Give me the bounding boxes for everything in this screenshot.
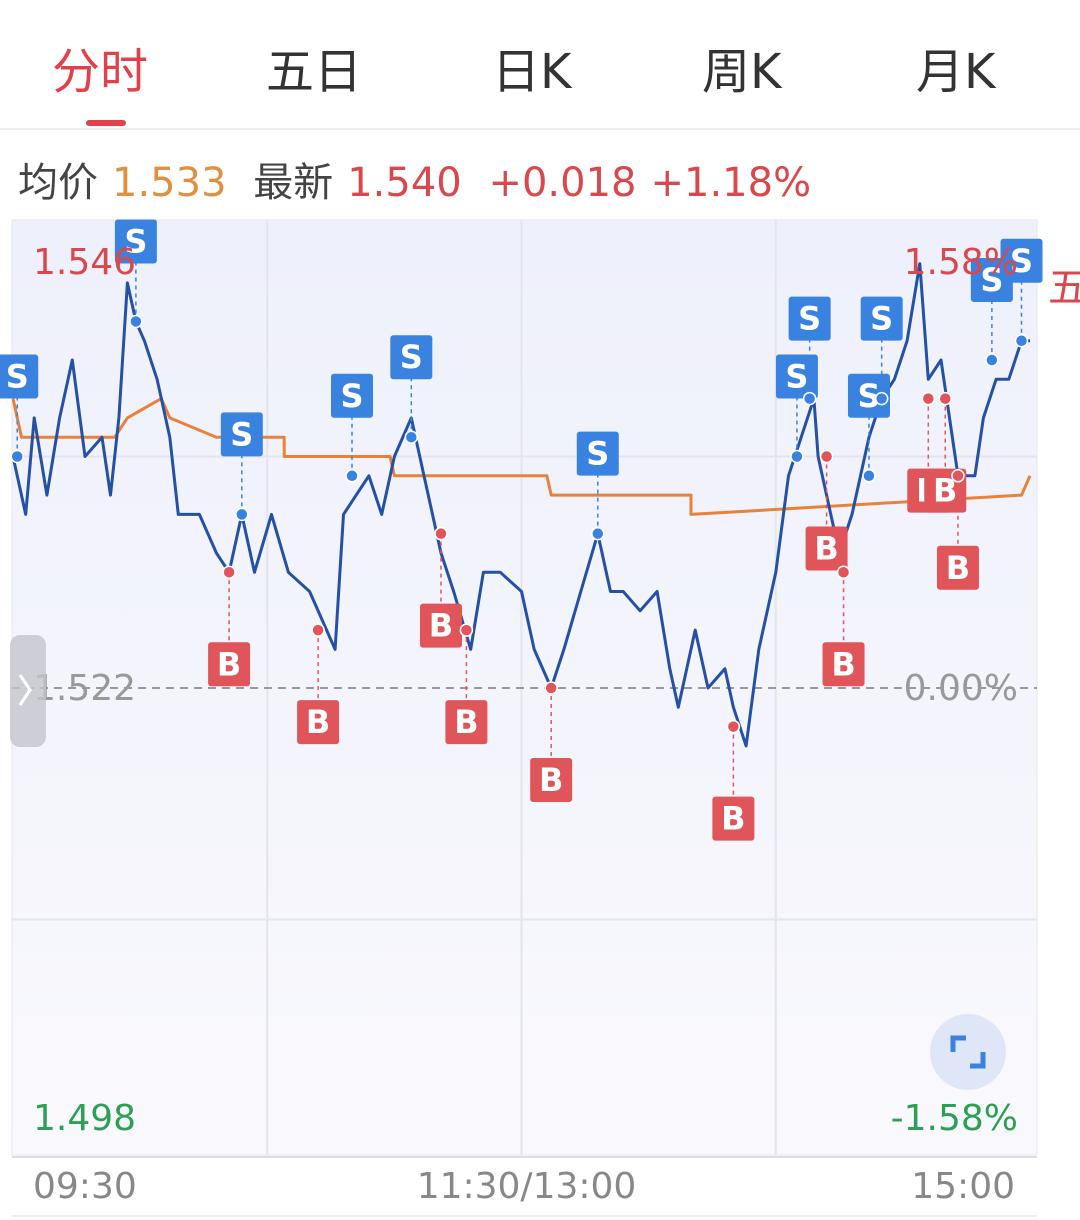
- signal-dot: [10, 449, 24, 464]
- signal-side: B: [831, 645, 855, 683]
- signal-badge: [530, 758, 573, 802]
- signal-side: S: [980, 261, 1003, 299]
- tab-indicator: [86, 120, 126, 126]
- x-tick-label: 09:30: [33, 1166, 137, 1207]
- signal-badge: [114, 219, 157, 264]
- y-tick-label: 1.498: [33, 1098, 136, 1139]
- change-pct: +1.18%: [650, 160, 812, 206]
- signal-badge: [445, 700, 488, 745]
- signal-dot: [938, 391, 952, 406]
- signal-side: S: [400, 338, 423, 376]
- quote-bar: 均价 1.533 最新 1.540 +0.018 +1.18%: [18, 150, 825, 208]
- signal-dot: [726, 719, 741, 734]
- y2-tick-label: 0.00%: [904, 668, 1018, 709]
- signal-badge: [576, 431, 619, 476]
- expand-icon: [18, 674, 32, 706]
- signal-side: B: [721, 800, 745, 838]
- x-tick-label: 11:30/13:00: [417, 1166, 637, 1207]
- signal-badge: [775, 354, 818, 399]
- signal-side: S: [230, 415, 253, 453]
- signal-dot: [345, 469, 359, 483]
- avg-label: 均价: [18, 160, 98, 206]
- signal-badge: [805, 526, 848, 571]
- signal-dot: [434, 526, 448, 541]
- tab[interactable]: 周K: [702, 44, 782, 100]
- last-label: 最新: [253, 160, 334, 206]
- signal-side: B: [306, 703, 330, 741]
- tab[interactable]: 月K: [916, 44, 996, 100]
- signal-dot: [819, 449, 834, 464]
- signal-side: B: [429, 607, 453, 645]
- signal-badge: [297, 700, 340, 745]
- signal-dot: [836, 565, 851, 579]
- side-label: 五: [1048, 265, 1080, 311]
- signal-dot: [311, 623, 325, 637]
- signal-badge: [936, 545, 979, 590]
- signal-dot: [802, 391, 817, 406]
- signal-dot: [862, 469, 876, 483]
- change: +0.018: [488, 160, 637, 206]
- signal-side: S: [785, 358, 808, 396]
- signal-dot: [921, 391, 936, 406]
- signal-side: S: [340, 377, 363, 415]
- signal-badge: [788, 296, 831, 341]
- signal-badge: [712, 796, 755, 841]
- signal-badge: [331, 373, 373, 418]
- signal-dot: [129, 314, 143, 329]
- signal-dot: [874, 391, 889, 406]
- signal-dot: [544, 681, 558, 695]
- y2-tick-label: 1.58%: [904, 242, 1018, 283]
- signal-badge: [208, 642, 251, 687]
- signal-badge: [0, 354, 39, 399]
- signal-dot: [404, 430, 419, 444]
- signal-dot: [591, 526, 605, 541]
- signal-side: S: [1010, 242, 1033, 280]
- signal-dot: [951, 469, 965, 483]
- fullscreen-icon: [950, 1035, 986, 1069]
- signal-side: S: [870, 300, 893, 338]
- signal-dot: [985, 353, 999, 367]
- avg-price: 1.533: [112, 160, 227, 206]
- y-tick-label: 1.522: [33, 668, 136, 709]
- signal-badge: [822, 642, 865, 687]
- signal-dot: [235, 507, 249, 522]
- signal-side: B: [217, 645, 241, 683]
- signal-side: S: [857, 377, 880, 415]
- signal-badge: [419, 603, 462, 648]
- signal-side: B: [539, 761, 563, 799]
- signal-dot: [222, 565, 236, 579]
- fullscreen-button[interactable]: [930, 1014, 1006, 1090]
- tab[interactable]: 分时: [52, 44, 149, 100]
- signal-badge: [847, 373, 890, 418]
- y-tick-label: 1.546: [33, 242, 136, 283]
- signal-badge: [220, 412, 263, 457]
- signal-side: S: [798, 300, 821, 338]
- last-price: 1.540: [347, 160, 462, 206]
- signal-dot: [1014, 334, 1029, 348]
- tab-bar: 分时 五日 日K 周K 月K: [0, 0, 1080, 130]
- tab[interactable]: 日K: [492, 44, 572, 100]
- x-tick-label: 15:00: [911, 1166, 1015, 1207]
- tab[interactable]: 五日: [266, 44, 363, 100]
- signal-side: B: [814, 530, 838, 568]
- signal-badge: [390, 335, 433, 380]
- signal-side: B: [454, 703, 478, 741]
- signal-side: S: [124, 222, 147, 260]
- signal-dot: [459, 623, 474, 637]
- signal-side: S: [6, 358, 29, 396]
- signal-dot: [790, 449, 804, 464]
- y2-tick-label: -1.58%: [891, 1098, 1018, 1139]
- signal-side: B: [946, 549, 970, 587]
- signal-badge: [860, 296, 903, 341]
- signal-badge: [1000, 238, 1043, 283]
- signal-side: S: [586, 435, 609, 473]
- series-line: [11, 397, 1032, 516]
